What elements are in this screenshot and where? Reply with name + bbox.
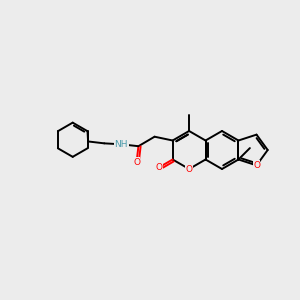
Text: O: O (186, 164, 193, 173)
Text: O: O (253, 161, 260, 170)
Text: NH: NH (115, 140, 128, 149)
Text: O: O (133, 158, 140, 167)
Text: O: O (155, 163, 162, 172)
